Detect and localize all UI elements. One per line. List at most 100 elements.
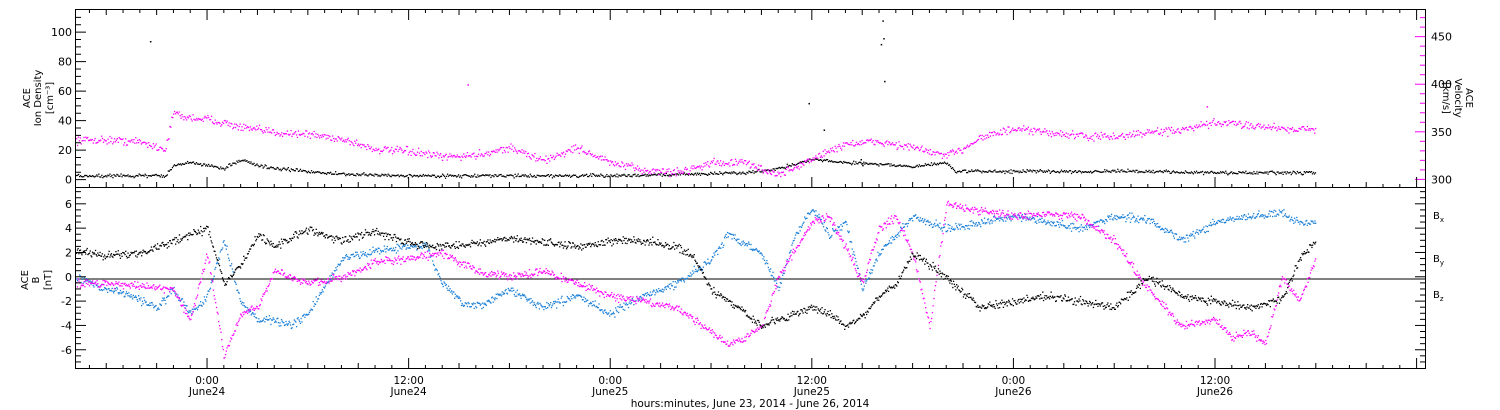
- velocity-point: [818, 152, 821, 155]
- by-point: [1033, 217, 1035, 219]
- bz-point: [150, 286, 152, 289]
- by-point: [667, 285, 669, 287]
- ion-density-point: [986, 171, 988, 173]
- ion-density-point: [962, 169, 964, 172]
- velocity-point: [276, 131, 278, 133]
- bz-point: [91, 280, 94, 282]
- by-point: [465, 302, 467, 304]
- velocity-point: [637, 169, 640, 171]
- by-point: [1148, 217, 1150, 220]
- by-point: [243, 305, 246, 307]
- velocity-point: [1133, 136, 1136, 138]
- velocity-point: [939, 153, 942, 155]
- ion-density-point: [633, 173, 635, 176]
- velocity-point: [1084, 136, 1086, 138]
- ion-density-point: [614, 174, 616, 176]
- ion-density-point: [793, 164, 795, 166]
- by-point: [616, 310, 618, 313]
- ion-density-point: [1117, 168, 1119, 170]
- velocity-point: [596, 156, 598, 158]
- velocity-point: [920, 147, 922, 149]
- by-point: [277, 322, 280, 324]
- ion-density-point: [501, 175, 503, 177]
- bz-point: [110, 282, 113, 284]
- by-point: [1234, 218, 1236, 220]
- velocity-point: [1208, 122, 1211, 124]
- bz-point: [503, 272, 505, 274]
- velocity-point: [807, 158, 810, 160]
- by-point: [460, 300, 462, 302]
- ion-density-point: [514, 173, 516, 175]
- by-point: [392, 247, 395, 249]
- by-point: [950, 228, 952, 230]
- ion-density-point: [1139, 171, 1141, 173]
- by-point: [143, 297, 145, 299]
- by-point: [602, 312, 605, 314]
- by-point: [167, 295, 169, 297]
- bz-point: [88, 285, 91, 287]
- by-point: [624, 304, 627, 306]
- velocity-point: [391, 146, 393, 149]
- by-point: [549, 304, 551, 306]
- velocity-point: [133, 139, 135, 141]
- velocity-point: [462, 156, 464, 158]
- by-point: [1295, 219, 1297, 221]
- by-point: [163, 297, 165, 299]
- ion-density-point: [138, 173, 140, 175]
- by-point: [538, 308, 540, 310]
- bz-point: [189, 319, 191, 321]
- ion-density-point: [608, 175, 610, 177]
- bz-point: [396, 262, 398, 264]
- ion-density-point: [976, 170, 978, 172]
- velocity-point: [1229, 122, 1231, 124]
- velocity-point: [740, 161, 742, 163]
- ion-density-point: [990, 170, 992, 173]
- bz-point: [568, 279, 571, 281]
- velocity-point: [1049, 133, 1052, 135]
- ion-density-point: [963, 169, 965, 171]
- bz-point: [416, 256, 419, 258]
- ion-density-point: [133, 177, 135, 179]
- by-point: [581, 299, 583, 301]
- ion-density-outlier: [860, 158, 863, 161]
- by-point: [630, 303, 632, 305]
- bz-point: [138, 288, 140, 290]
- by-point: [695, 268, 697, 271]
- by-point: [1157, 222, 1159, 225]
- ion-density-point: [129, 175, 131, 177]
- velocity-point: [814, 157, 816, 159]
- ion-density-point: [537, 174, 539, 177]
- velocity-point: [1119, 135, 1121, 137]
- velocity-point: [193, 118, 195, 120]
- ion-density-point: [1194, 172, 1197, 174]
- by-point: [483, 303, 485, 305]
- ion-density-point: [694, 172, 697, 174]
- velocity-point: [1105, 136, 1107, 138]
- by-point: [246, 307, 249, 309]
- ion-density-point: [866, 162, 868, 165]
- by-point: [1307, 222, 1309, 224]
- by-point: [204, 299, 206, 301]
- bz-point: [562, 278, 564, 280]
- ion-density-point: [294, 170, 296, 172]
- by-point: [582, 299, 584, 301]
- ion-density-point: [938, 162, 941, 164]
- by-point: [542, 306, 544, 308]
- bz-point: [395, 259, 397, 261]
- by-point: [545, 307, 547, 310]
- velocity-point: [744, 160, 746, 162]
- ion-density-point: [913, 166, 915, 169]
- velocity-point: [289, 133, 291, 135]
- bz-point: [172, 289, 174, 291]
- velocity-point: [894, 144, 896, 146]
- velocity-point: [1168, 127, 1170, 129]
- ion-density-point: [824, 159, 827, 162]
- bz-point: [417, 257, 419, 259]
- velocity-point: [126, 144, 129, 146]
- by-point: [940, 227, 943, 229]
- by-point: [516, 289, 518, 291]
- by-point: [99, 289, 101, 291]
- ion-density-point: [1023, 170, 1025, 173]
- by-point: [650, 294, 652, 296]
- velocity-point: [1291, 128, 1293, 131]
